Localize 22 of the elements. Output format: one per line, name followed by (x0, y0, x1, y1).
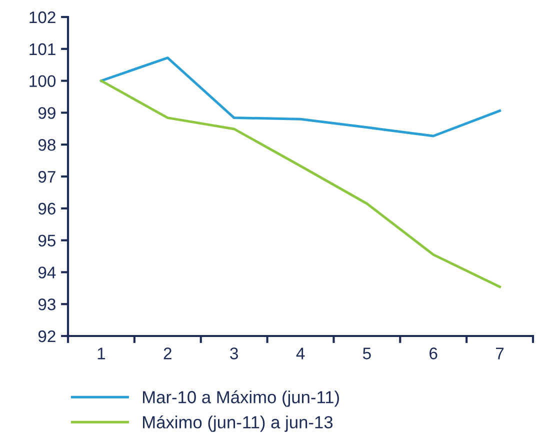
x-tick-label: 2 (164, 348, 172, 360)
y-tick-label: 98 (38, 139, 56, 151)
legend-label: Mar-10 a Máximo (jun-11) (143, 390, 339, 407)
line-series (100, 56, 502, 138)
y-tick-label: 100 (30, 75, 56, 88)
y-tick-label: 99 (38, 107, 56, 119)
x-tick-label: 1 (98, 348, 106, 360)
y-tick-label: 94 (38, 266, 56, 278)
x-tick-label: 4 (296, 348, 305, 360)
y-tick-label: 96 (38, 202, 56, 215)
y-tick-label: 97 (38, 170, 56, 183)
y-tick-label: 101 (30, 43, 56, 56)
y-tick-label: 95 (38, 234, 56, 247)
y-tick-label: 93 (38, 298, 56, 310)
x-tick-label: 5 (362, 348, 371, 360)
y-tick-label: 102 (30, 11, 56, 24)
x-tick-label: 6 (430, 348, 438, 360)
line-series (100, 80, 502, 288)
legend-label: Máximo (jun-11) a jun-13 (143, 415, 333, 432)
x-tick-label: 3 (230, 348, 238, 360)
y-tick-label: 92 (38, 330, 56, 342)
x-tick-label: 7 (496, 348, 504, 360)
